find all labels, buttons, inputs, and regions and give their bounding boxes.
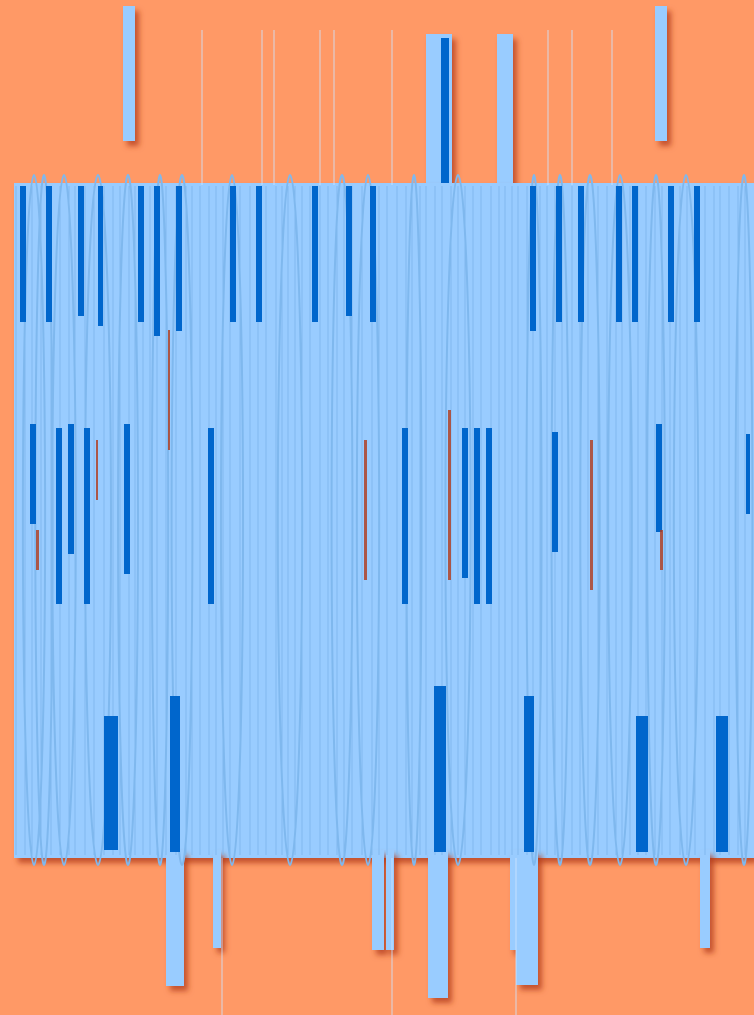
ellipse-outline <box>219 174 245 866</box>
ellipse-outline <box>444 174 472 866</box>
accent-bar <box>434 686 446 852</box>
accent-bar <box>124 424 130 574</box>
ellipse-outline <box>150 174 170 866</box>
accent-bar <box>694 186 700 322</box>
accent-bar <box>578 186 584 322</box>
accent-bar <box>346 186 352 316</box>
accent-bar <box>530 186 536 331</box>
accent-bar <box>716 716 728 852</box>
ellipse-outlines <box>21 174 754 866</box>
shadow-hairline <box>448 410 451 580</box>
accent-bar <box>312 186 318 322</box>
accent-bar <box>524 696 534 852</box>
accent-bar <box>20 186 26 322</box>
shadow-hairline <box>168 330 170 450</box>
thin-vertical-lines <box>201 30 613 1015</box>
accent-bar <box>556 186 562 322</box>
shadow-hairline <box>660 530 663 570</box>
ellipse-outline <box>550 174 570 866</box>
accent-bar <box>104 716 118 850</box>
ellipse-outline <box>51 174 77 866</box>
accent-bar <box>256 186 262 322</box>
ellipse-outline <box>734 174 754 866</box>
accent-bar <box>632 186 638 322</box>
accent-bar <box>616 186 622 322</box>
shadow-hairline <box>364 440 367 580</box>
accent-bar <box>552 432 558 552</box>
accent-bar <box>170 696 180 852</box>
ellipse-outline <box>355 174 381 866</box>
accent-bar <box>154 186 160 336</box>
accent-bar <box>668 186 674 322</box>
accent-bar <box>78 186 84 316</box>
accent-bar <box>486 428 492 604</box>
accent-bar <box>230 186 236 322</box>
accent-bar <box>176 186 182 331</box>
accent-bar <box>56 428 62 604</box>
ellipse-outline <box>276 174 304 866</box>
shadow-hairline <box>590 440 593 590</box>
accent-bar <box>474 428 480 604</box>
accent-bar <box>30 424 36 524</box>
ellipse-outline <box>117 174 139 866</box>
accent-bar <box>402 428 408 604</box>
accent-bar <box>462 428 468 578</box>
accent-bar <box>208 428 214 604</box>
accent-bar <box>656 424 662 532</box>
ellipse-outline <box>672 174 700 866</box>
accent-bar <box>98 186 103 326</box>
ellipse-outline <box>21 174 47 866</box>
bottom-bars <box>166 850 710 998</box>
accent-bar <box>84 428 90 604</box>
shadow-hairline <box>36 530 39 570</box>
shadow-hairline <box>96 440 98 500</box>
accent-bar <box>138 186 144 322</box>
ellipse-outline <box>607 174 633 866</box>
ellipse-outline <box>525 174 543 866</box>
ellipse-outline <box>646 174 666 866</box>
dark-accents <box>20 186 750 852</box>
accent-bar <box>46 186 52 322</box>
ellipse-outline <box>579 174 601 866</box>
accent-bar <box>370 186 376 322</box>
accent-bar <box>746 434 750 514</box>
ellipse-outline <box>170 174 194 866</box>
accent-bar <box>636 716 648 852</box>
ellipse-outline <box>330 174 354 866</box>
accent-bar <box>68 424 74 554</box>
